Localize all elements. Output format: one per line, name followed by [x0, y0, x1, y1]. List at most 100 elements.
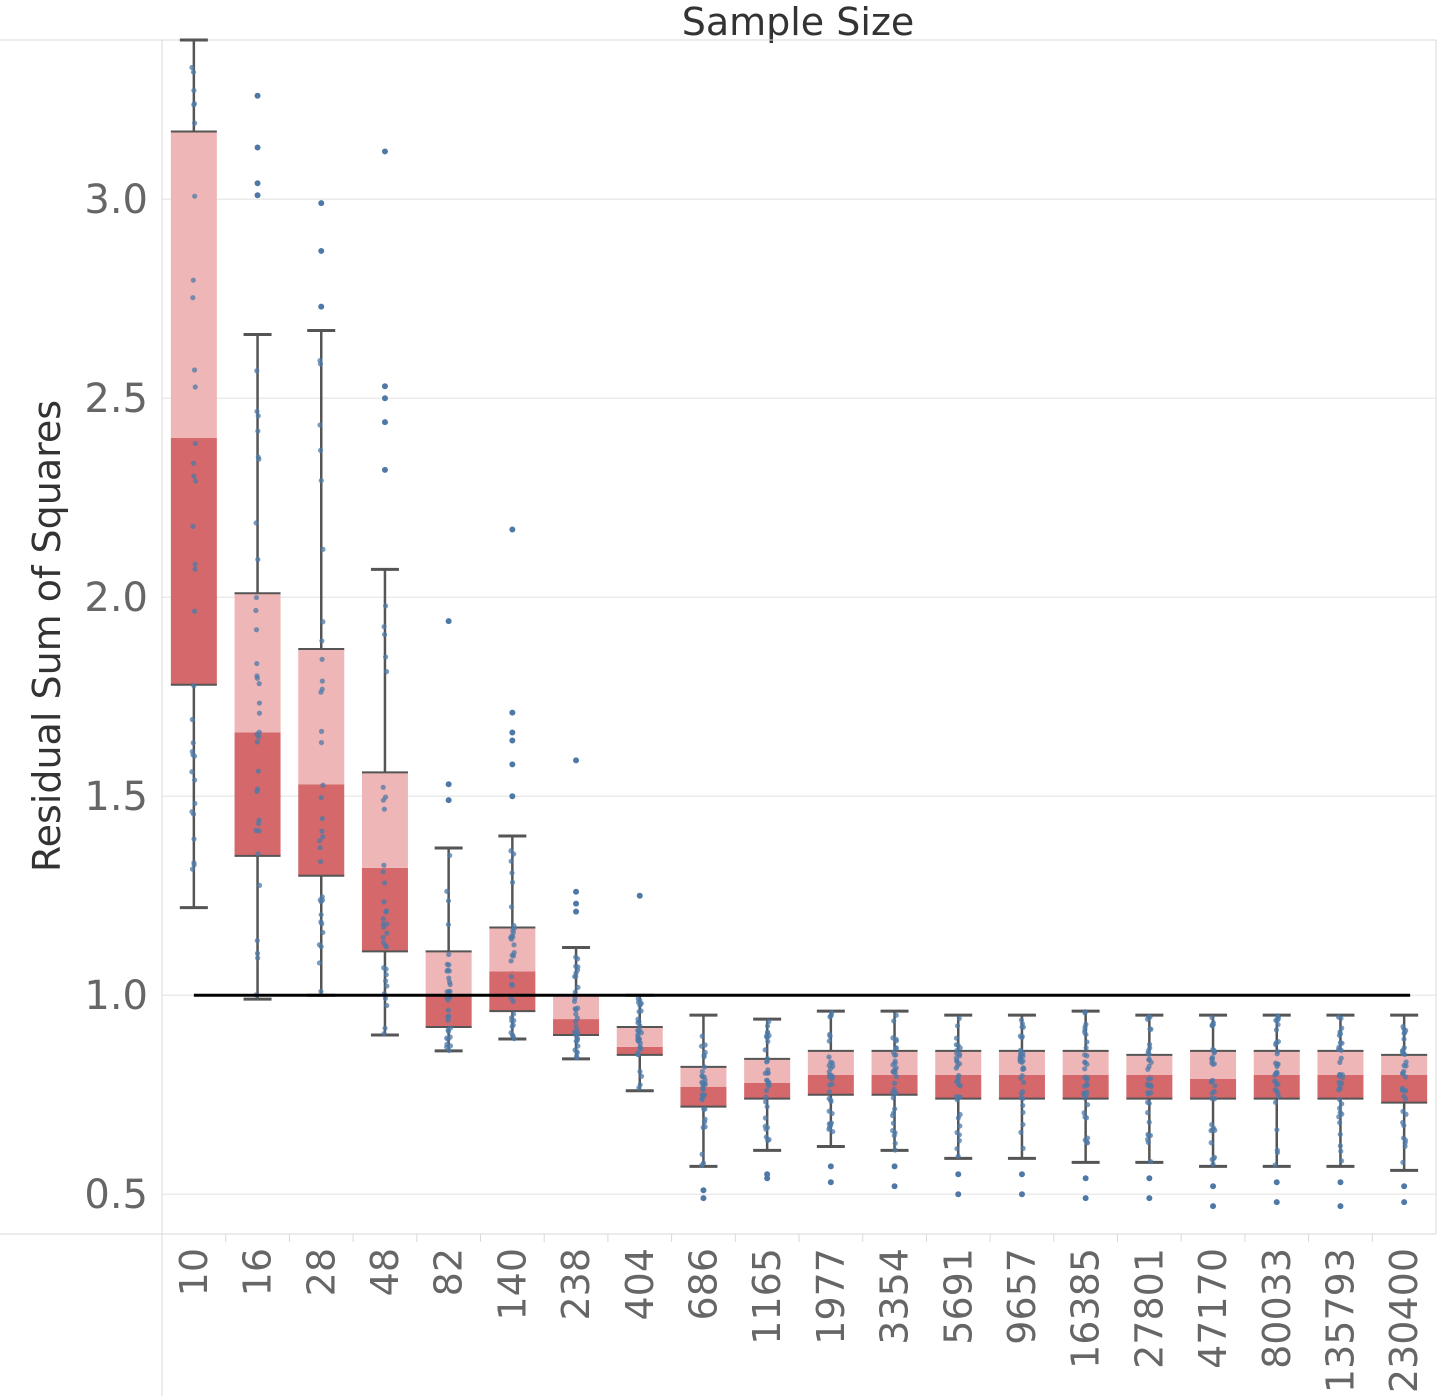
sample-point	[637, 1023, 643, 1029]
sample-point	[254, 660, 260, 667]
points-3354	[889, 1012, 899, 1190]
sample-point	[1020, 1079, 1027, 1085]
sample-point	[319, 678, 325, 684]
sample-point	[1018, 1129, 1024, 1135]
sample-point	[826, 1054, 832, 1060]
outlier-point	[573, 757, 580, 764]
sample-point	[1338, 1055, 1344, 1061]
outlier-point	[445, 797, 452, 804]
x-tick-label: 27801	[1127, 1248, 1171, 1369]
sample-point	[1336, 1114, 1342, 1120]
x-tick-label: 16	[236, 1248, 280, 1296]
sample-point	[573, 1011, 579, 1017]
sample-point	[382, 603, 389, 609]
sample-point	[1208, 1140, 1214, 1146]
sample-point	[699, 1151, 705, 1157]
sample-point	[317, 858, 324, 865]
axes	[0, 39, 1437, 1396]
sample-point	[701, 1081, 707, 1087]
sample-point	[511, 949, 517, 956]
sample-point	[1336, 1044, 1342, 1050]
outlier-point	[1210, 1183, 1217, 1190]
sample-point	[256, 828, 262, 834]
sample-point	[1144, 1081, 1151, 1087]
x-tick-label: 230400	[1382, 1248, 1426, 1393]
sample-point	[192, 561, 198, 567]
sample-point	[1339, 1074, 1346, 1080]
sample-point	[890, 1095, 896, 1101]
tick-labels: 0.5 1.0 1.5 2.0 2.5 3.0 10 16 28 48 82 140 238 404 686…	[84, 177, 1426, 1393]
sample-point	[1337, 1143, 1343, 1149]
sample-point	[192, 384, 198, 390]
outlier-point	[1082, 1195, 1089, 1202]
outlier-point	[509, 737, 516, 744]
sample-point	[763, 1033, 770, 1039]
sample-point	[191, 836, 197, 842]
points-135793	[1335, 1014, 1346, 1210]
sample-point	[574, 1015, 581, 1021]
x-tick-label: 28	[299, 1248, 343, 1296]
y-tick-label: 1.0	[84, 973, 148, 1019]
sample-point	[766, 1081, 772, 1087]
sample-point	[319, 921, 325, 927]
sample-point	[191, 608, 198, 614]
outlier-point	[1273, 1179, 1280, 1186]
sample-point	[953, 1055, 960, 1061]
sample-point	[318, 739, 325, 746]
sample-point	[254, 731, 260, 737]
sample-point	[1148, 1158, 1154, 1165]
x-tick-label: 82	[427, 1248, 471, 1296]
sample-point	[702, 1049, 708, 1055]
sample-point	[955, 1077, 961, 1083]
sample-point	[826, 1089, 833, 1095]
sample-point	[575, 967, 581, 973]
sample-point	[192, 800, 198, 807]
sample-point	[1402, 1137, 1409, 1143]
sample-point	[382, 1025, 388, 1031]
sample-point	[320, 782, 326, 788]
x-tick-label: 238	[554, 1248, 598, 1321]
sample-point	[189, 809, 195, 815]
sample-point	[1400, 1159, 1406, 1165]
sample-point	[381, 1031, 387, 1037]
sample-point	[192, 440, 198, 447]
sample-point	[318, 912, 324, 918]
sample-point	[893, 1073, 899, 1080]
sample-point	[381, 631, 388, 638]
sample-point	[380, 797, 386, 803]
sample-point	[511, 1036, 517, 1042]
sample-point	[1084, 1139, 1090, 1145]
sample-point	[1272, 1162, 1278, 1168]
sample-point	[319, 656, 325, 662]
gridlines	[162, 198, 1436, 1195]
x-tick-label: 1977	[809, 1248, 853, 1345]
sample-point	[1020, 1109, 1026, 1116]
sample-point	[192, 777, 198, 783]
points-27801	[1144, 1014, 1154, 1202]
sample-point	[510, 927, 516, 934]
sample-point	[256, 882, 263, 888]
outlier-point	[445, 618, 452, 625]
sample-point	[1338, 1158, 1345, 1164]
sample-point	[255, 768, 261, 774]
sample-point	[1081, 1110, 1087, 1116]
sample-point	[1272, 1060, 1279, 1066]
points-28	[316, 200, 326, 994]
sample-point	[764, 1124, 771, 1131]
outlier-point	[318, 200, 325, 207]
sample-point	[318, 728, 325, 734]
outlier-point	[1082, 1175, 1089, 1182]
outlier-point	[955, 1171, 962, 1178]
sample-point	[1082, 1059, 1088, 1065]
outlier-point	[1337, 1179, 1344, 1186]
sample-point	[826, 1038, 832, 1044]
outlier-point	[509, 761, 516, 768]
sample-point	[1145, 1131, 1151, 1137]
x-tick-label: 5691	[936, 1248, 980, 1345]
sample-point	[893, 1036, 899, 1043]
sample-point	[445, 1014, 451, 1020]
sample-point	[384, 983, 390, 989]
sample-point	[511, 942, 517, 948]
sample-point	[955, 1042, 961, 1048]
sample-point	[319, 897, 326, 903]
